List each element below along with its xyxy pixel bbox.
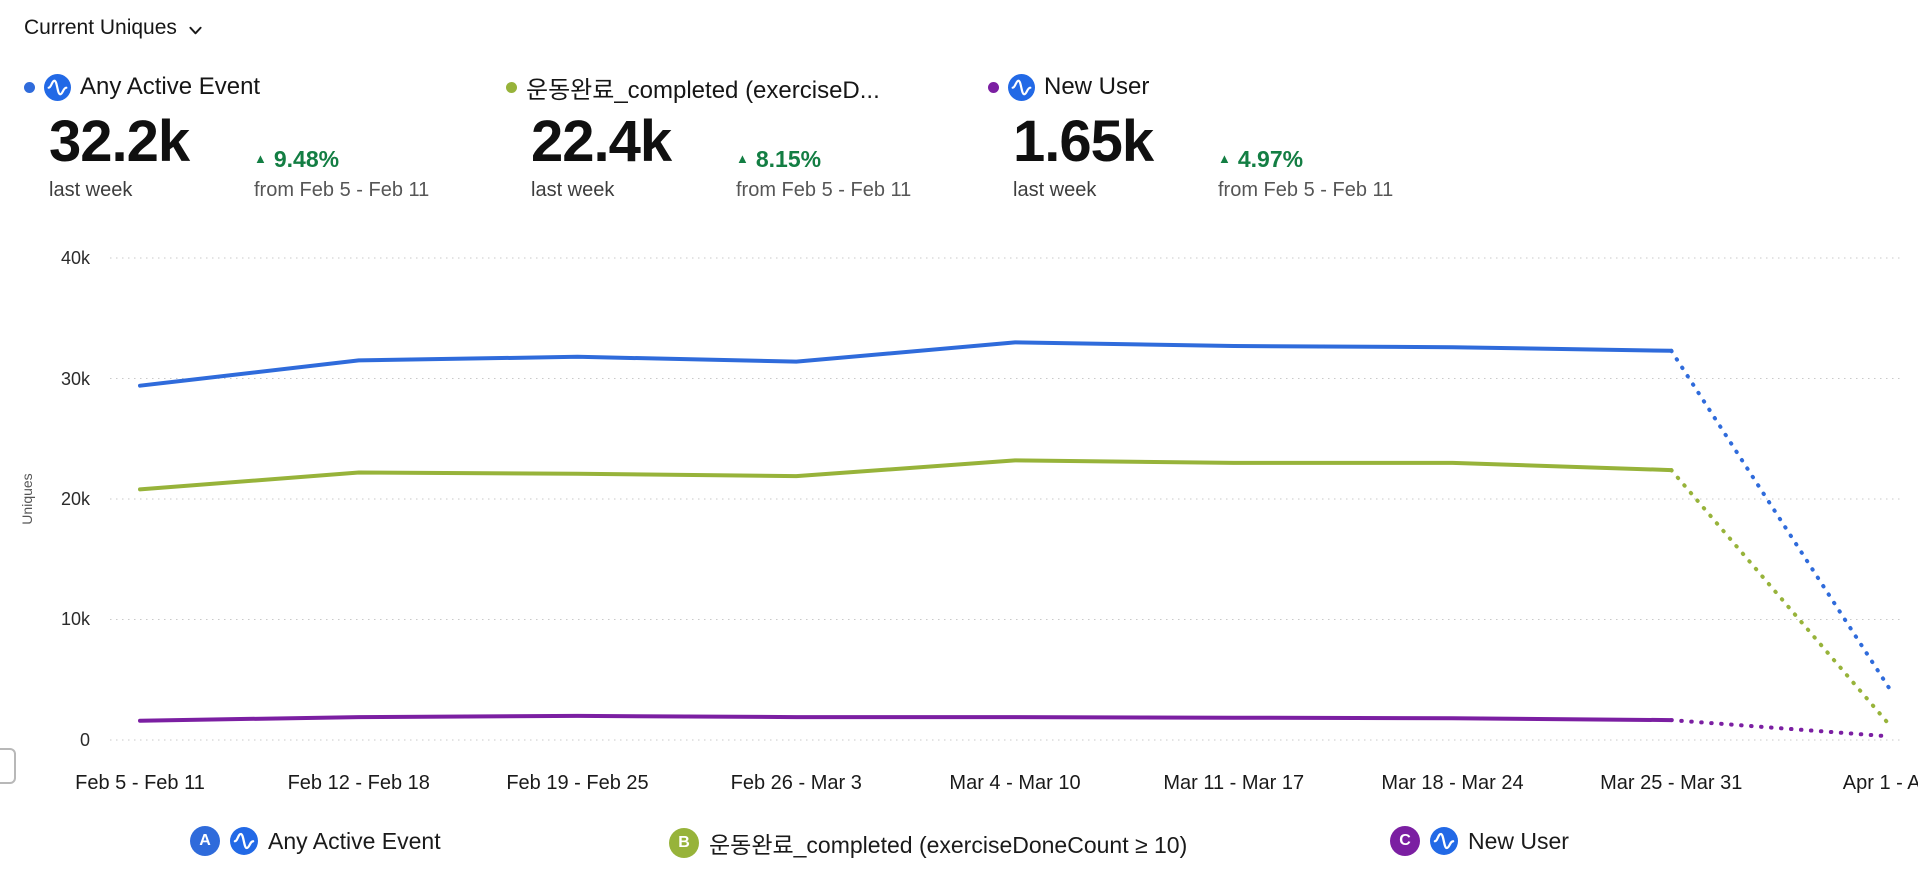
metric-change: ▲ 9.48% bbox=[254, 144, 429, 174]
legend-label: New User bbox=[1468, 827, 1569, 854]
series-line bbox=[138, 340, 1674, 388]
metric-header: New User bbox=[988, 72, 1393, 102]
metric-compare-period: from Feb 5 - Feb 11 bbox=[1218, 179, 1394, 201]
page-title: Current Uniques bbox=[24, 16, 177, 39]
metric-compare-period: from Feb 5 - Feb 11 bbox=[254, 179, 430, 201]
metric-header: 운동완료_completed (exerciseD... bbox=[506, 72, 911, 104]
series-badge-a: A bbox=[190, 826, 220, 856]
metric-change-percent: 9.48% bbox=[273, 146, 340, 172]
trend-up-icon: ▲ bbox=[1218, 151, 1231, 166]
resize-handle[interactable] bbox=[0, 748, 16, 784]
chart-svg[interactable] bbox=[110, 240, 1918, 770]
amplitude-logo-icon bbox=[230, 827, 258, 855]
y-axis-tick: 10k bbox=[60, 609, 90, 629]
x-axis-tick: Apr 1 - A... bbox=[1842, 772, 1918, 794]
series-badge-c: C bbox=[1390, 826, 1420, 856]
legend-item-exercise-completed[interactable]: B 운동완료_completed (exerciseDoneCount ≥ 10… bbox=[669, 826, 1187, 860]
series-color-dot bbox=[506, 81, 517, 93]
metric-card-exercise-completed[interactable]: 운동완료_completed (exerciseD... 22.4k last … bbox=[506, 72, 911, 202]
metric-header: Any Active Event bbox=[24, 72, 429, 102]
y-axis-tick: 20k bbox=[60, 489, 90, 509]
y-axis-tick: 40k bbox=[60, 248, 90, 268]
metric-period: last week bbox=[1013, 179, 1097, 201]
series-badge-b: B bbox=[669, 828, 699, 858]
metric-label: 운동완료_completed (exerciseD... bbox=[526, 76, 880, 104]
metric-change-percent: 4.97% bbox=[1237, 146, 1304, 172]
series-color-dot bbox=[988, 81, 999, 93]
legend-item-any-active-event[interactable]: A Any Active Event bbox=[190, 826, 441, 856]
metric-card-new-user[interactable]: New User 1.65k last week ▲ 4.97% from Fe… bbox=[988, 72, 1393, 202]
series-line-partial bbox=[1669, 468, 1892, 728]
trend-up-icon: ▲ bbox=[254, 151, 267, 166]
amplitude-logo-icon bbox=[1008, 73, 1035, 101]
series-line bbox=[138, 458, 1674, 492]
y-axis-tick: 0 bbox=[79, 730, 90, 750]
x-axis-tick: Feb 12 - Feb 18 bbox=[287, 772, 430, 794]
metric-change-percent: 8.15% bbox=[755, 146, 822, 172]
metric-selector-dropdown[interactable]: Current Uniques bbox=[24, 16, 203, 40]
trend-up-icon: ▲ bbox=[736, 151, 749, 166]
metric-change: ▲ 8.15% bbox=[736, 144, 911, 174]
amplitude-logo-icon bbox=[1430, 827, 1458, 855]
metric-period: last week bbox=[49, 179, 133, 201]
legend-label: Any Active Event bbox=[268, 827, 441, 854]
legend-item-new-user[interactable]: C New User bbox=[1390, 826, 1569, 856]
legend-label: 운동완료_completed (exerciseDoneCount ≥ 10) bbox=[709, 832, 1188, 858]
x-axis-tick: Feb 5 - Feb 11 bbox=[75, 772, 205, 794]
x-axis-tick: Feb 19 - Feb 25 bbox=[506, 772, 649, 794]
amplitude-logo-icon bbox=[44, 73, 71, 101]
metric-value: 22.4k bbox=[531, 109, 672, 174]
series-line-partial bbox=[1669, 348, 1892, 692]
metric-value: 1.65k bbox=[1013, 109, 1154, 174]
metric-card-any-active-event[interactable]: Any Active Event 32.2k last week ▲ 9.48%… bbox=[24, 72, 429, 202]
metric-label: New User bbox=[1044, 73, 1150, 100]
y-axis-tick: 30k bbox=[60, 369, 90, 389]
metric-change: ▲ 4.97% bbox=[1218, 144, 1393, 174]
series-color-dot bbox=[24, 81, 35, 93]
metric-compare-period: from Feb 5 - Feb 11 bbox=[736, 179, 912, 201]
metric-value: 32.2k bbox=[49, 109, 190, 174]
x-axis-tick: Mar 4 - Mar 10 bbox=[949, 772, 1081, 794]
chevron-down-icon bbox=[188, 23, 203, 38]
series-line bbox=[138, 713, 1674, 723]
metric-period: last week bbox=[531, 179, 615, 201]
x-axis-tick: Mar 11 - Mar 17 bbox=[1163, 772, 1305, 794]
series-line-partial bbox=[1669, 718, 1892, 739]
x-axis-tick: Mar 18 - Mar 24 bbox=[1381, 772, 1524, 794]
x-axis-tick: Feb 26 - Mar 3 bbox=[730, 772, 862, 794]
x-axis-tick: Mar 25 - Mar 31 bbox=[1600, 772, 1743, 794]
metric-label: Any Active Event bbox=[80, 73, 261, 100]
